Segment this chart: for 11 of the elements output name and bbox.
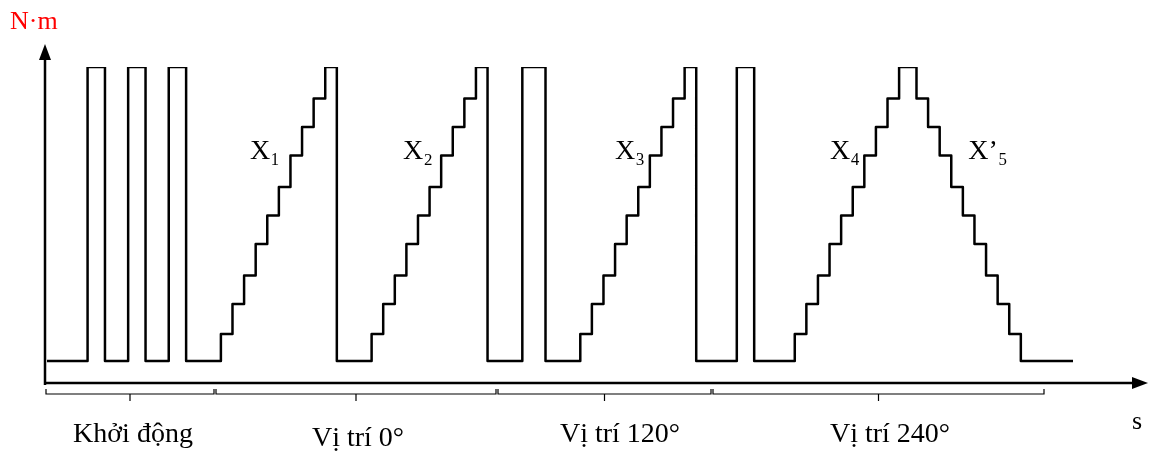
annotation: X₃ [615,134,645,165]
y-axis-title: N·m [10,6,58,35]
text: Khởi động [73,417,193,448]
annotation: X’₅ [968,134,1008,165]
text: Vị trí 240° [829,417,951,448]
annotation: X₁ [250,134,280,165]
text: Vị trí 0° [311,421,405,452]
annotation: X₄ [830,134,860,165]
text: Vị trí 120° [559,417,681,448]
x-axis-title: s [1132,406,1143,435]
annotation: X₂ [403,134,433,165]
